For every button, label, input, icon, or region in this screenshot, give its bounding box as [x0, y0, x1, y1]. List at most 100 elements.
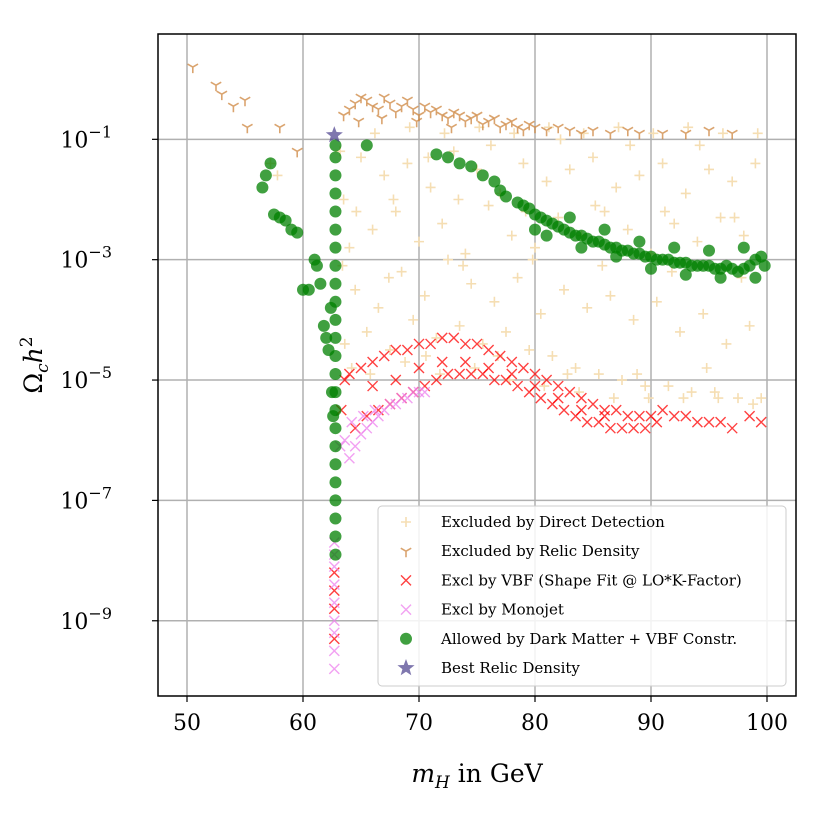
data-point [633, 235, 646, 248]
series-best-relic-density [325, 126, 343, 143]
data-point [675, 326, 685, 337]
data-point [726, 422, 738, 434]
data-point [425, 182, 436, 193]
data-point [666, 266, 677, 277]
data-point [366, 102, 379, 113]
data-point [328, 627, 340, 639]
data-point [698, 308, 709, 319]
x-tick-label: 90 [637, 711, 665, 736]
data-point [714, 271, 727, 284]
data-point [443, 254, 453, 265]
data-point [351, 206, 362, 217]
data-point [343, 452, 355, 464]
data-point [715, 416, 727, 428]
data-point [279, 214, 292, 227]
data-point [727, 176, 738, 187]
data-point [691, 416, 703, 428]
data-point [442, 368, 454, 380]
data-point [338, 194, 349, 205]
data-point [758, 259, 771, 272]
legend-marker [400, 632, 412, 645]
data-point [259, 169, 272, 182]
data-point [483, 344, 495, 356]
data-point [575, 129, 588, 140]
plot-frame [157, 33, 797, 697]
data-point [488, 374, 500, 386]
data-point [744, 410, 756, 422]
data-point [419, 102, 431, 113]
data-point [721, 338, 732, 349]
data-point [643, 393, 654, 404]
data-point [430, 105, 443, 116]
data-point [439, 128, 450, 139]
data-point [541, 176, 552, 187]
data-point [604, 422, 616, 434]
data-point [329, 349, 342, 362]
data-point [328, 615, 340, 627]
y-tick-label: 10−3 [60, 243, 112, 274]
data-point [709, 387, 720, 398]
data-point [622, 410, 634, 422]
data-point [378, 350, 390, 362]
data-point [369, 404, 381, 416]
data-point [656, 129, 669, 140]
x-tick-label: 50 [173, 711, 201, 736]
data-point [529, 123, 541, 134]
data-point [564, 164, 575, 175]
data-point [616, 422, 628, 434]
data-point [329, 440, 342, 453]
legend-label: Excl by Monojet [441, 601, 564, 619]
data-point [339, 338, 350, 349]
data-point [552, 380, 564, 392]
data-point [535, 308, 546, 319]
data-point [628, 422, 640, 434]
data-point [752, 128, 763, 139]
data-point [402, 158, 413, 169]
data-point [632, 369, 643, 380]
data-point [729, 212, 740, 223]
data-point [749, 271, 762, 284]
data-point [669, 218, 680, 229]
data-point [355, 362, 367, 374]
data-point [744, 320, 755, 331]
data-point [659, 206, 670, 217]
data-point [383, 272, 394, 283]
data-point [408, 314, 419, 325]
data-point [506, 356, 518, 368]
data-point [325, 126, 343, 143]
data-point [483, 362, 495, 374]
data-point [582, 302, 593, 313]
data-point [703, 126, 715, 137]
data-point [611, 182, 622, 193]
data-point [264, 157, 277, 170]
data-point [535, 392, 547, 404]
data-point [430, 148, 443, 161]
data-point [703, 244, 715, 257]
data-point [683, 122, 694, 133]
data-point [540, 126, 553, 137]
data-point [755, 250, 768, 263]
data-point [726, 129, 738, 140]
data-point [651, 416, 663, 428]
data-point [395, 102, 408, 113]
data-point [360, 139, 373, 152]
data-point [329, 151, 342, 164]
data-point [657, 158, 668, 169]
data-point [328, 645, 340, 657]
legend-label: Excl by VBF (Shape Fit @ LO*K-Factor) [441, 571, 742, 589]
data-point [552, 392, 564, 404]
data-point [713, 393, 724, 404]
data-point [361, 96, 373, 107]
legend-label: Best Relic Density [441, 659, 580, 677]
data-point [558, 404, 570, 416]
data-point [241, 123, 253, 134]
data-point [598, 223, 611, 236]
data-point [414, 236, 424, 247]
data-point [543, 122, 554, 133]
data-point [437, 218, 448, 229]
data-point [737, 241, 750, 254]
data-point [482, 117, 495, 128]
data-point [488, 114, 501, 125]
data-point [216, 90, 228, 101]
data-point [420, 350, 431, 361]
